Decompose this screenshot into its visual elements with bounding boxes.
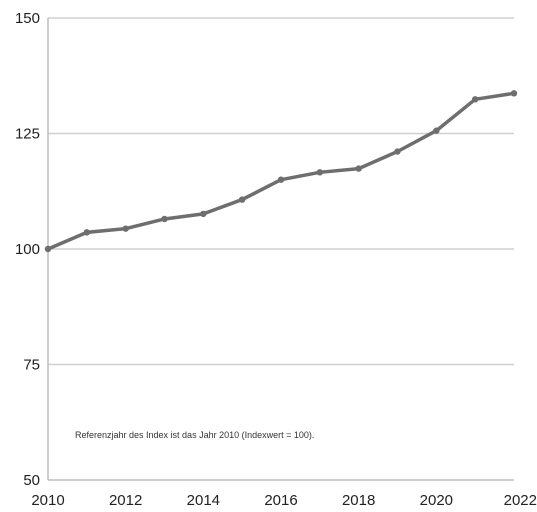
data-point xyxy=(238,196,246,203)
grid xyxy=(48,17,514,366)
data-point xyxy=(471,96,479,103)
x-tick-label: 2016 xyxy=(264,492,297,509)
x-tick-label: 2022 xyxy=(504,492,537,509)
data-point xyxy=(83,229,91,236)
series-line xyxy=(47,91,515,251)
y-tick-label: 150 xyxy=(15,10,40,27)
y-tick-label: 50 xyxy=(23,472,40,489)
x-tick-label: 2012 xyxy=(109,492,142,509)
data-point xyxy=(433,127,440,134)
data-point xyxy=(200,210,207,218)
data-point xyxy=(161,215,168,223)
data-point xyxy=(394,148,401,155)
x-tick-label: 2018 xyxy=(342,492,375,509)
data-point xyxy=(44,245,52,253)
chart-annotation: Referenzjahr des Index ist das Jahr 2010… xyxy=(75,430,314,440)
data-point xyxy=(122,225,129,232)
x-tick-label: 2010 xyxy=(31,492,64,509)
data-point xyxy=(510,90,518,97)
y-tick-label: 125 xyxy=(15,126,40,143)
x-tick-label: 2014 xyxy=(187,492,220,509)
data-point xyxy=(277,176,285,183)
x-tick-label: 2020 xyxy=(420,492,453,509)
series xyxy=(44,90,518,253)
data-point xyxy=(355,165,362,172)
data-point xyxy=(316,169,324,176)
y-axis-ticks: 50 75 100 125 150 xyxy=(15,10,40,489)
x-axis-ticks: 2010 2012 2014 2016 2018 2020 2022 xyxy=(31,492,537,509)
y-tick-label: 75 xyxy=(23,357,40,374)
y-tick-label: 100 xyxy=(15,241,40,258)
